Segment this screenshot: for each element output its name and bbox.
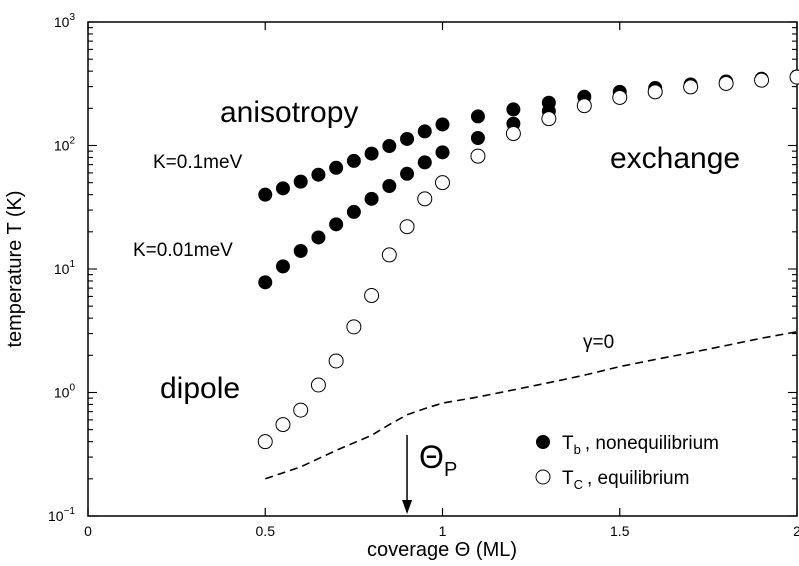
nonequilibrium-point [417,155,432,170]
nonequilibrium-point [329,217,344,232]
legend-marker-nonequilibrium [536,435,550,449]
k-low-label: K=0.01meV [133,240,233,261]
equilibrium-point [381,247,397,263]
nonequilibrium-point [400,131,415,146]
nonequilibrium-point [382,178,397,193]
nonequilibrium-point [470,131,485,146]
x-tick-label: 0 [84,523,92,539]
x-tick-label: 1.5 [610,523,630,539]
nonequilibrium-point [258,275,273,290]
nonequilibrium-point [293,174,308,189]
series-1 [258,104,556,290]
nonequilibrium-point [346,204,361,219]
dipole-label: dipole [160,372,240,405]
series-0 [258,69,799,202]
equilibrium-point [310,377,326,393]
equilibrium-point [754,72,770,88]
exchange-label: exchange [610,142,740,175]
y-tick-label: 100 [54,383,76,401]
equilibrium-point [718,75,734,91]
x-tick-label: 0.5 [256,523,276,539]
nonequilibrium-point [275,259,290,274]
nonequilibrium-point [470,109,485,124]
y-tick-label: 103 [54,12,76,30]
legend-label-nonequilibrium: Tb, nonequilibrium [562,433,719,457]
series-3 [265,331,798,480]
legend-label-equilibrium: TC, equilibrium [562,468,689,492]
gamma-label: γ=0 [583,332,614,353]
nonequilibrium-point [311,230,326,245]
equilibrium-point [417,191,433,207]
equilibrium-point [541,111,557,127]
equilibrium-point [505,126,521,142]
nonequilibrium-point [346,153,361,168]
equilibrium-point [275,417,291,433]
equilibrium-point [789,69,799,85]
equilibrium-point [576,98,592,114]
y-axis-label: temperature T (K) [4,190,26,347]
nonequilibrium-point [506,102,521,117]
nonequilibrium-point [311,167,326,182]
theta-p-arrow-head [402,500,413,514]
equilibrium-point [328,353,344,369]
equilibrium-point [293,402,309,418]
x-axis-label: coverage Θ (ML) [367,539,517,561]
equilibrium-point [346,319,362,335]
gamma-zero-line [265,331,798,480]
series [257,69,799,480]
equilibrium-point [399,219,415,235]
equilibrium-point [647,84,663,100]
legend: Tb, nonequilibrium TC, equilibrium [535,433,719,492]
nonequilibrium-point [293,243,308,258]
equilibrium-point [470,148,486,164]
equilibrium-point [435,175,450,191]
x-tick-label: 1 [439,523,447,539]
ticks: 0 0.5 1 1.5 2 10−1 100 101 102 103 [48,12,799,539]
nonequilibrium-point [364,191,379,206]
theta-p-annotation: ΘP [402,435,457,514]
x-tick-label: 2 [793,523,799,539]
anisotropy-label: anisotropy [220,96,358,129]
equilibrium-point [364,288,380,304]
y-tick-label: 102 [54,136,76,154]
nonequilibrium-point [364,146,379,161]
nonequilibrium-point [258,187,273,202]
nonequilibrium-point [382,139,397,154]
legend-marker-equilibrium [535,469,551,485]
k-high-label: K=0.1meV [153,152,243,173]
nonequilibrium-point [275,181,290,196]
y-tick-label: 101 [54,259,76,277]
equilibrium-point [612,89,628,105]
nonequilibrium-point [417,124,432,139]
theta-p-label: ΘP [419,439,457,481]
nonequilibrium-point [329,160,344,175]
nonequilibrium-point [400,166,415,181]
theta-p-subscript: P [444,459,457,481]
equilibrium-point [257,434,273,450]
series-2 [257,69,799,450]
equilibrium-point [683,79,699,95]
theta-p-symbol: Θ [419,439,444,475]
nonequilibrium-point [435,117,450,132]
nonequilibrium-point [435,145,450,160]
y-tick-label: 10−1 [48,506,75,524]
